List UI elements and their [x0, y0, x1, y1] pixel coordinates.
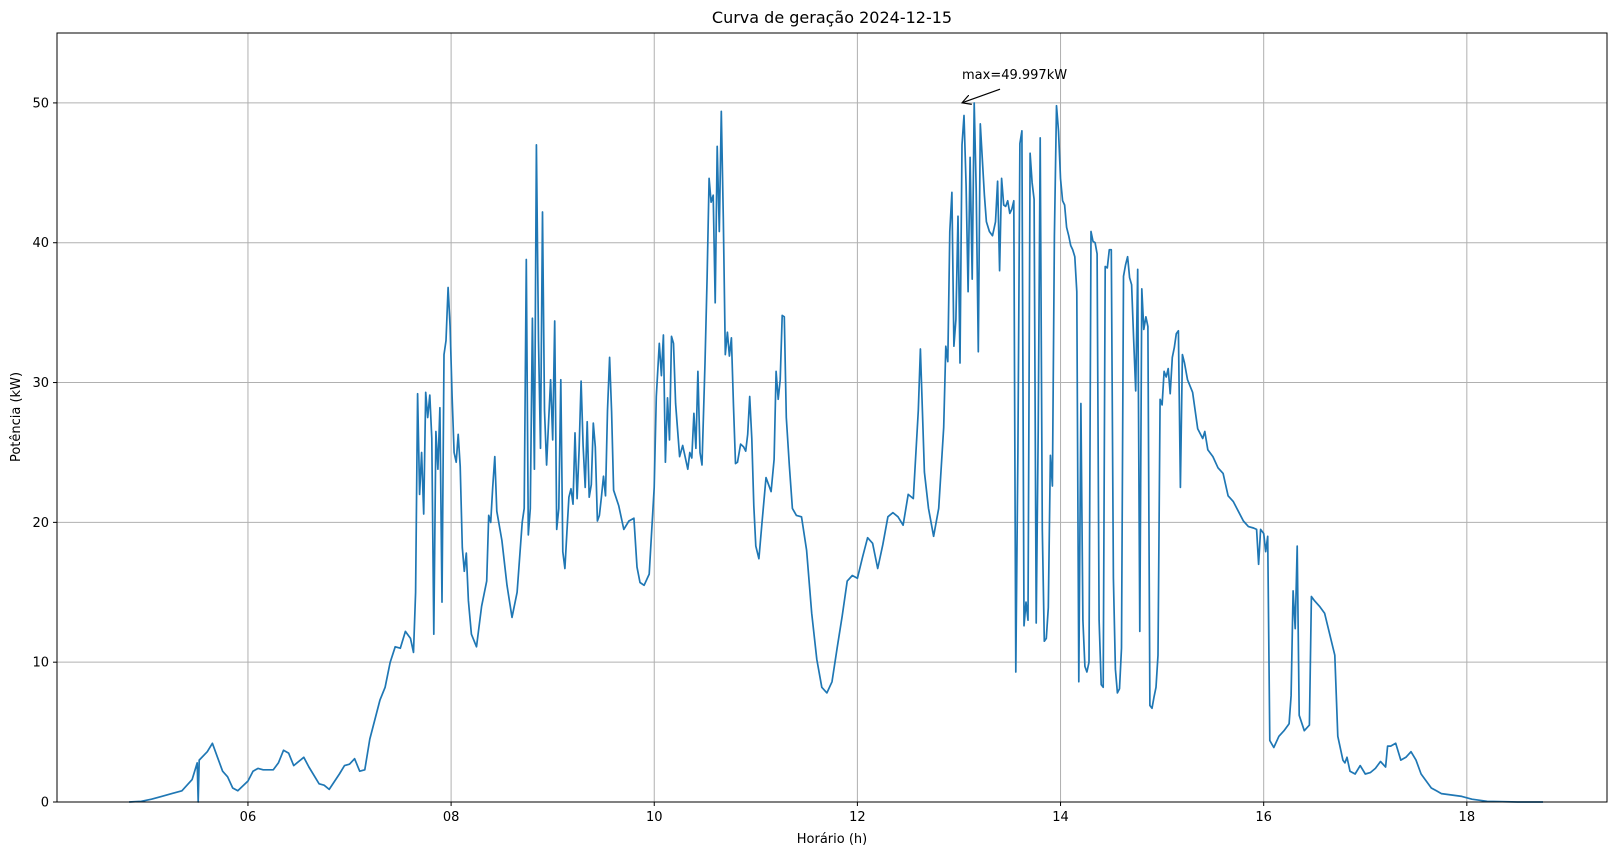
annotation-label: max=49.997kW	[962, 68, 1067, 83]
series-line	[129, 102, 1543, 803]
y-tick-label: 40	[32, 236, 49, 251]
annotation-arrow	[963, 88, 1001, 102]
y-tick-label: 20	[32, 516, 49, 531]
x-axis: 06 08 10 12 14 16 18	[240, 802, 1475, 825]
x-tick-label: 12	[849, 810, 866, 825]
x-tick-label: 06	[240, 810, 257, 825]
x-tick-label: 08	[443, 810, 460, 825]
y-tick-label: 0	[41, 796, 49, 811]
y-tick-label: 50	[32, 96, 49, 111]
x-tick-label: 10	[646, 810, 663, 825]
x-tick-label: 16	[1255, 810, 1272, 825]
max-annotation: max=49.997kW	[962, 68, 1067, 102]
plot-frame	[56, 32, 1608, 803]
grid-lines	[57, 33, 1607, 803]
y-tick-label: 30	[32, 376, 49, 391]
chart-title: Curva de geração 2024-12-15	[712, 8, 952, 27]
y-tick-label: 10	[32, 656, 49, 671]
x-tick-label: 14	[1052, 810, 1069, 825]
series-layer	[129, 102, 1543, 803]
y-axis-title: Potência (kW)	[9, 372, 24, 462]
x-tick-label: 18	[1459, 810, 1476, 825]
y-axis: 0 10 20 30 40 50	[32, 96, 57, 811]
x-axis-title: Horário (h)	[797, 832, 867, 847]
